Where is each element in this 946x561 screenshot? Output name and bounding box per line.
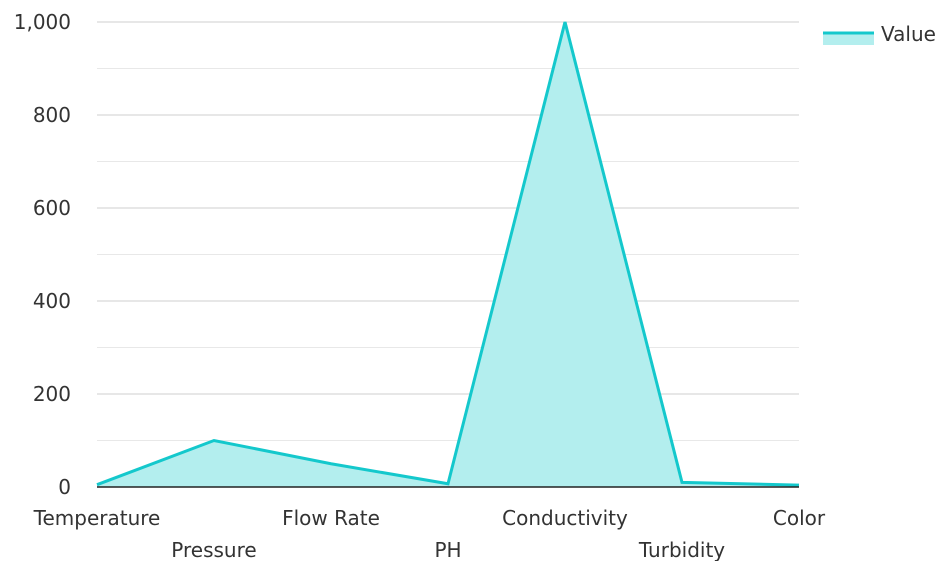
x-tick-label: Conductivity	[502, 506, 628, 530]
series-line-value	[96, 21, 800, 487]
x-tick-label: Color	[773, 506, 826, 530]
x-tick-label: PH	[434, 538, 461, 561]
y-tick-label: 200	[33, 382, 71, 406]
y-tick-label: 800	[33, 103, 71, 127]
y-tick-label: 400	[33, 289, 71, 313]
y-tick-label: 600	[33, 196, 71, 220]
legend-swatch	[823, 33, 874, 45]
y-tick-label: 0	[58, 475, 71, 499]
y-tick-label: 1,000	[14, 10, 71, 34]
legend[interactable]: Value	[823, 22, 936, 46]
x-tick-label: Turbidity	[638, 538, 725, 561]
x-axis-tick-labels: Temperature Pressure Flow Rate PH Conductivi…	[33, 506, 826, 561]
x-tick-label: Temperature	[33, 506, 161, 530]
series-layer	[96, 21, 800, 487]
x-tick-label: Flow Rate	[282, 506, 380, 530]
y-axis-tick-labels: 0 200 400 600 800 1,000	[14, 10, 71, 499]
x-tick-label: Pressure	[171, 538, 256, 561]
area-fill-value	[97, 22, 799, 487]
legend-label-value: Value	[881, 22, 936, 46]
grid-lines	[97, 21, 799, 441]
